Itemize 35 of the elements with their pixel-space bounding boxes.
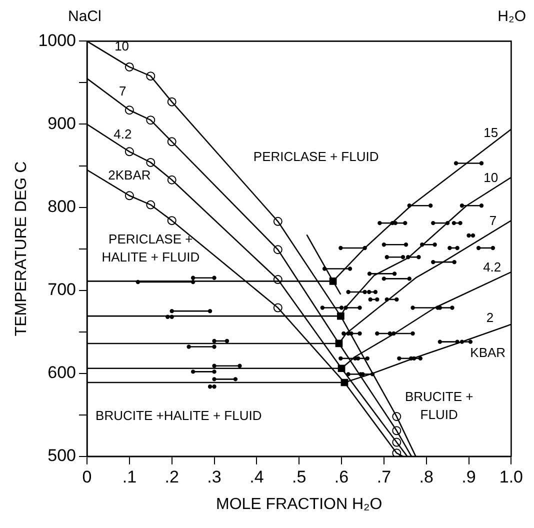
- annotation: 7: [489, 212, 497, 228]
- x-tick-label: 1.0: [499, 467, 524, 486]
- annotation: 2: [486, 310, 494, 326]
- annotation: 4.2: [483, 259, 502, 274]
- y-tick-label: 500: [48, 446, 76, 466]
- y-tick-label: 900: [48, 114, 76, 133]
- annotation: PERICLASE + FLUID: [253, 149, 379, 164]
- x-tick-label: .4: [250, 467, 264, 486]
- x-tick-label: 0: [82, 467, 92, 486]
- annotation: BRUCITE + FLUID: [404, 389, 474, 422]
- annotation: KBAR: [470, 345, 506, 360]
- y-axis-title: TEMPERATURE DEG C: [13, 161, 30, 336]
- x-tick-label: .9: [462, 467, 476, 486]
- x-axis-title: MOLE FRACTION H₂O: [216, 496, 382, 513]
- x-tick-label: .5: [292, 467, 306, 486]
- annotation: 2KBAR: [108, 167, 151, 182]
- x-tick-label: .7: [376, 467, 392, 486]
- y-tick-label: 700: [48, 280, 76, 300]
- text: H₂O: [498, 8, 526, 27]
- x-tick-label: .2: [164, 467, 179, 486]
- annotation: BRUCITE +HALITE + FLUID: [96, 408, 262, 424]
- x-tick-label: .3: [207, 467, 222, 486]
- annotation: 10: [484, 170, 498, 185]
- x-tick-label: .1: [122, 467, 137, 486]
- x-tick-label: .8: [419, 467, 434, 486]
- text: NaCl: [68, 8, 102, 27]
- annotation: PERICLASE + HALITE + FLUID: [102, 231, 200, 264]
- annotation: 7: [119, 83, 126, 98]
- annotation: 15: [484, 124, 498, 140]
- y-tick-label: 600: [48, 363, 76, 382]
- y-tick-label: 1000: [38, 30, 76, 50]
- x-tick-label: .6: [334, 467, 349, 486]
- annotation: 4.2: [114, 126, 132, 142]
- annotation: 10: [114, 38, 130, 54]
- y-tick-label: 800: [48, 196, 76, 216]
